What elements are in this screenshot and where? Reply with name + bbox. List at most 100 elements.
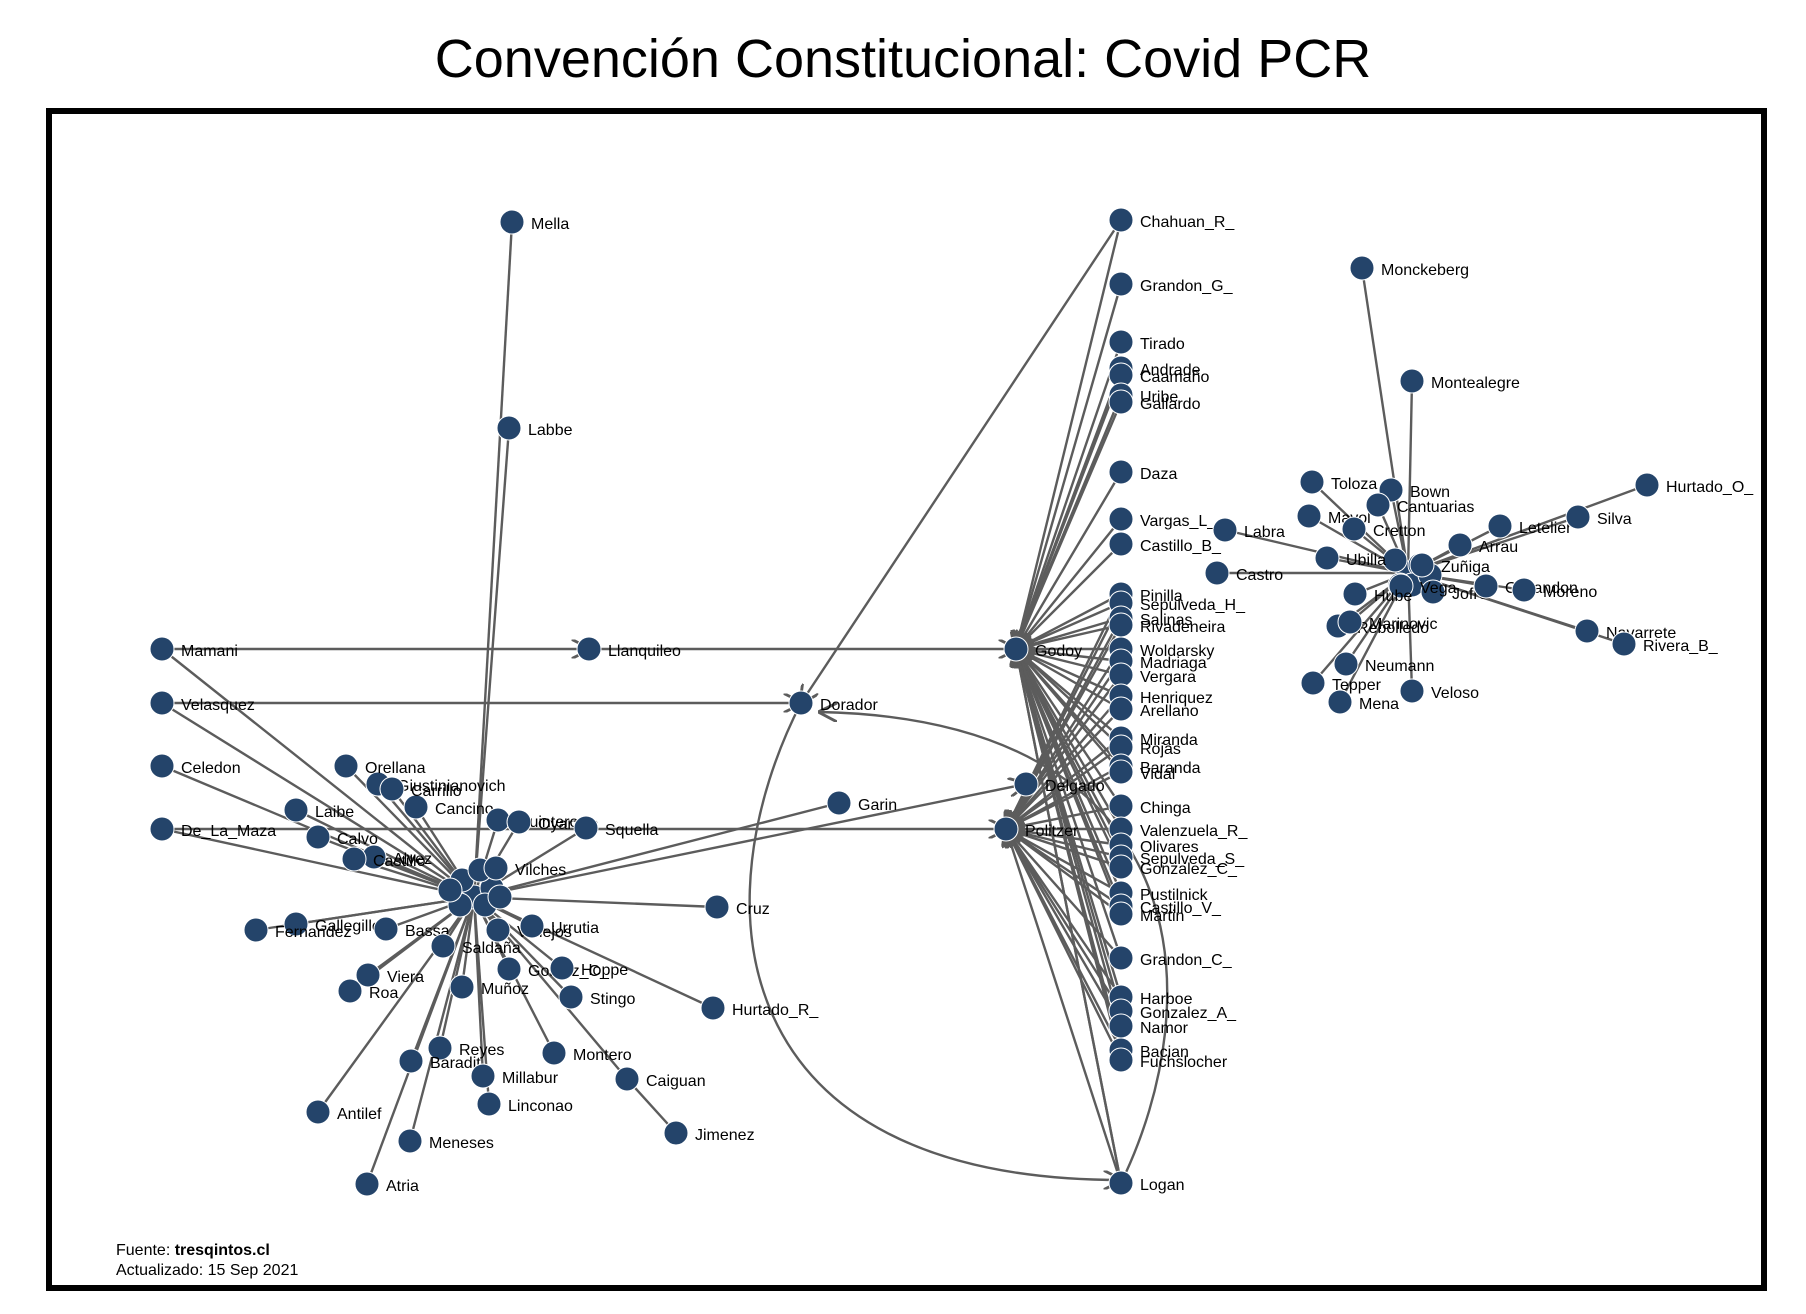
node-namor[interactable]	[1108, 1013, 1134, 1039]
node-vallejos[interactable]	[485, 917, 511, 943]
node-label: Velasquez	[181, 697, 255, 714]
node-garin[interactable]	[826, 790, 852, 816]
node-rivera-b[interactable]	[1611, 631, 1637, 657]
node-tepper[interactable]	[1300, 670, 1326, 696]
node-fuchslocher[interactable]	[1108, 1047, 1134, 1073]
node-oyarzun[interactable]	[506, 809, 532, 835]
node-saldaña[interactable]	[430, 933, 456, 959]
node-label: Montero	[573, 1047, 632, 1064]
node-calvo[interactable]	[305, 824, 331, 850]
node-orellana[interactable]	[333, 753, 359, 779]
node-llanquileo[interactable]	[576, 636, 602, 662]
node-jimenez[interactable]	[663, 1120, 689, 1146]
node-logan[interactable]	[1108, 1170, 1134, 1196]
node-martin[interactable]	[1108, 901, 1134, 927]
node-caiguan[interactable]	[614, 1066, 640, 1092]
node-vargas-l[interactable]	[1108, 506, 1134, 532]
node-ossandon[interactable]	[1473, 573, 1499, 599]
node-monckeberg[interactable]	[1349, 255, 1375, 281]
node-letelier[interactable]	[1487, 513, 1513, 539]
node-montealegre[interactable]	[1399, 368, 1425, 394]
node-mamani[interactable]	[149, 636, 175, 662]
node-reyes[interactable]	[427, 1035, 453, 1061]
node-cretton[interactable]	[1341, 516, 1367, 542]
node-label: Grandon_C_	[1140, 952, 1233, 969]
node-mena[interactable]	[1327, 689, 1353, 715]
node-antilef[interactable]	[305, 1099, 331, 1125]
node-fernandez[interactable]	[243, 917, 269, 943]
node-toloza[interactable]	[1299, 469, 1325, 495]
node-jofre[interactable]	[1420, 579, 1446, 605]
node-laibe[interactable]	[283, 797, 309, 823]
node-tirado[interactable]	[1108, 329, 1134, 355]
node-celedon[interactable]	[149, 753, 175, 779]
node-gallegillos[interactable]	[283, 911, 309, 937]
node-hurtado-r[interactable]	[700, 995, 726, 1021]
node-atria[interactable]	[354, 1171, 380, 1197]
node-vidal[interactable]	[1108, 759, 1134, 785]
node-castillo-b[interactable]	[1108, 531, 1134, 557]
edge	[473, 895, 714, 1010]
node-silva[interactable]	[1565, 504, 1591, 530]
node-godoy[interactable]	[1003, 636, 1029, 662]
node-politzer[interactable]	[993, 816, 1019, 842]
node-linconao[interactable]	[476, 1091, 502, 1117]
node-meneses[interactable]	[397, 1128, 423, 1154]
node-quinteros[interactable]	[485, 807, 511, 833]
node-gonzalez-c[interactable]	[1108, 854, 1134, 880]
node-navarrete[interactable]	[1574, 618, 1600, 644]
node-montero[interactable]	[541, 1040, 567, 1066]
node-stingo[interactable]	[558, 984, 584, 1010]
node-chinga[interactable]	[1108, 793, 1134, 819]
hub-node-right[interactable]	[1382, 547, 1408, 573]
node-cantuarias[interactable]	[1365, 492, 1391, 518]
node-moreno[interactable]	[1511, 577, 1537, 603]
node-ubilla[interactable]	[1314, 545, 1340, 571]
node-daza[interactable]	[1108, 459, 1134, 485]
node-baradit[interactable]	[398, 1048, 424, 1074]
node-muñoz[interactable]	[449, 974, 475, 1000]
node-marinovic[interactable]	[1337, 609, 1363, 635]
node-neumann[interactable]	[1333, 651, 1359, 677]
node-veloso[interactable]	[1399, 678, 1425, 704]
node-urrutia[interactable]	[519, 913, 545, 939]
node-rivadeneira[interactable]	[1108, 612, 1134, 638]
edge	[1016, 374, 1123, 649]
node-cancino[interactable]	[403, 794, 429, 820]
node-arrau[interactable]	[1447, 532, 1473, 558]
node-vega[interactable]	[1388, 573, 1414, 599]
node-vergara[interactable]	[1108, 662, 1134, 688]
node-label: Marinovic	[1369, 616, 1437, 633]
node-arellano[interactable]	[1108, 696, 1134, 722]
node-hurtado-o[interactable]	[1634, 472, 1660, 498]
node-mayol[interactable]	[1296, 503, 1322, 529]
node-velasquez[interactable]	[149, 690, 175, 716]
node-carrillo[interactable]	[379, 776, 405, 802]
node-grandon-c[interactable]	[1108, 945, 1134, 971]
node-chahuan-r[interactable]	[1108, 207, 1134, 233]
node-hube[interactable]	[1342, 581, 1368, 607]
node-bassa[interactable]	[373, 916, 399, 942]
node-viera[interactable]	[355, 962, 381, 988]
node-dorador[interactable]	[788, 690, 814, 716]
hub-node[interactable]	[487, 884, 513, 910]
node-vilches[interactable]	[483, 855, 509, 881]
node-castillo[interactable]	[341, 846, 367, 872]
node-squella[interactable]	[573, 815, 599, 841]
node-label: Mella	[531, 216, 569, 233]
node-zuñiga[interactable]	[1409, 552, 1435, 578]
node-gomez-c[interactable]	[496, 956, 522, 982]
node-labra[interactable]	[1212, 517, 1238, 543]
node-labbe[interactable]	[496, 415, 522, 441]
node-cruz[interactable]	[704, 894, 730, 920]
node-hoppe[interactable]	[549, 955, 575, 981]
node-roa[interactable]	[337, 978, 363, 1004]
node-grandon-g[interactable]	[1108, 271, 1134, 297]
node-mella[interactable]	[499, 209, 525, 235]
node-gallardo[interactable]	[1108, 389, 1134, 415]
node-delgado[interactable]	[1013, 771, 1039, 797]
hub-node[interactable]	[437, 877, 463, 903]
node-millabur[interactable]	[470, 1063, 496, 1089]
node-castro[interactable]	[1204, 560, 1230, 586]
node-de-la-maza[interactable]	[149, 816, 175, 842]
